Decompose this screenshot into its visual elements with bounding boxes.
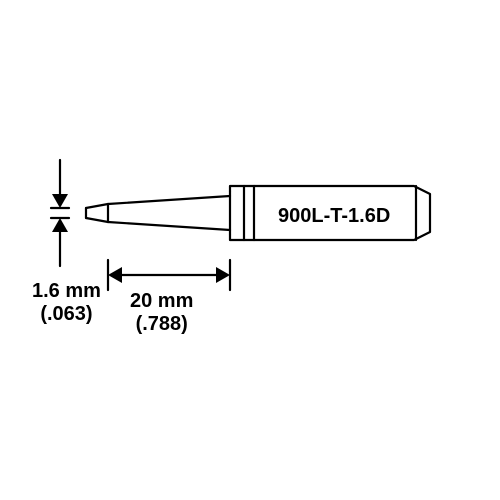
part-number-label: 900L-T-1.6D <box>278 205 390 228</box>
thickness-label: 1.6 mm(.063) <box>32 280 101 326</box>
diagram-svg <box>0 0 500 500</box>
length-label: 20 mm(.788) <box>130 290 193 336</box>
